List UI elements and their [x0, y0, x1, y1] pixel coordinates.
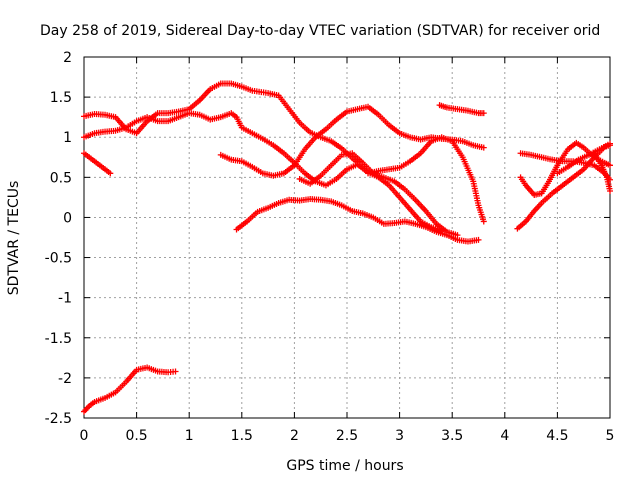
x-tick-label: 4	[500, 428, 509, 444]
data-point	[607, 187, 613, 194]
series-arc-3	[81, 150, 114, 177]
x-tick-labels: 0 0.5 1 1.5 2 2.5 3 3.5 4 4.5 5	[80, 428, 615, 444]
series-arc-4	[81, 364, 179, 415]
data-point	[172, 368, 179, 375]
x-tick-label: 4.5	[546, 428, 568, 444]
data-point	[475, 236, 482, 243]
data-point	[480, 218, 487, 225]
axis-ticks	[83, 56, 611, 419]
y-tick-label: -1.5	[45, 331, 72, 347]
y-tick-label: 1	[63, 130, 72, 146]
x-tick-label: 3	[395, 428, 404, 444]
series-arc-7	[296, 150, 461, 239]
y-tick-label: 0.5	[50, 170, 72, 186]
x-tick-label: 0	[80, 428, 89, 444]
chart-title: Day 258 of 2019, Sidereal Day-to-day VTE…	[40, 23, 600, 39]
data-point	[107, 170, 114, 177]
y-tick-label: 1.5	[50, 90, 72, 106]
data-point	[607, 140, 613, 147]
x-tick-label: 1.5	[231, 428, 253, 444]
y-tick-label: -2	[58, 371, 72, 387]
series-arc-13	[554, 140, 613, 177]
data-point	[480, 110, 487, 117]
y-tick-label: 0	[63, 210, 72, 226]
x-tick-label: 5	[606, 428, 615, 444]
x-tick-label: 3.5	[441, 428, 463, 444]
x-tick-label: 0.5	[125, 428, 147, 444]
series-arc-9	[436, 102, 487, 117]
x-tick-label: 2	[290, 428, 299, 444]
data-series	[81, 80, 613, 415]
y-tick-label: -2.5	[45, 411, 72, 427]
series-arc-14	[591, 150, 613, 194]
y-tick-label: -1	[58, 291, 72, 307]
y-tick-labels: -2.5 -2 -1.5 -1 -0.5 0 0.5 1 1.5 2	[45, 50, 72, 427]
x-tick-label: 2.5	[336, 428, 358, 444]
data-point	[607, 162, 613, 169]
series-arc-8	[365, 134, 487, 225]
data-point	[480, 144, 487, 151]
y-tick-label: -0.5	[45, 251, 72, 267]
y-tick-label: 2	[63, 50, 72, 66]
x-axis-label: GPS time / hours	[286, 458, 403, 474]
data-point	[454, 232, 461, 239]
y-axis-label: SDTVAR / TECUs	[6, 181, 22, 296]
x-tick-label: 1	[185, 428, 194, 444]
